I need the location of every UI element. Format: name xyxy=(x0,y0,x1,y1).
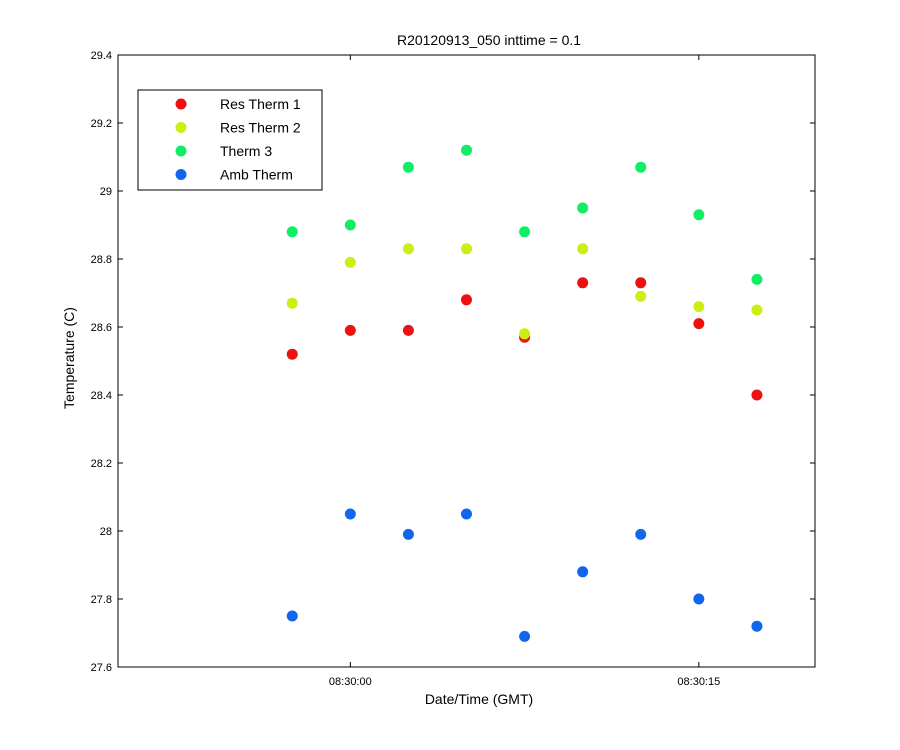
data-point xyxy=(402,528,414,540)
x-axis: 08:30:00 08:30:15 xyxy=(329,55,720,688)
legend-label: Res Therm 2 xyxy=(220,120,301,136)
data-point xyxy=(577,202,589,214)
data-point xyxy=(402,324,414,336)
y-tick-label: 28.4 xyxy=(91,390,112,402)
data-point xyxy=(635,528,647,540)
data-point xyxy=(577,243,589,255)
data-point xyxy=(461,243,472,255)
data-point xyxy=(751,304,763,316)
data-point xyxy=(344,219,356,231)
data-point xyxy=(344,324,356,336)
data-point xyxy=(286,348,298,360)
legend-marker xyxy=(175,122,187,133)
data-point xyxy=(751,620,763,632)
data-point xyxy=(635,161,647,173)
legend-marker xyxy=(175,169,187,180)
series-amb-therm xyxy=(286,508,763,642)
series-res-therm-2 xyxy=(286,243,763,340)
data-point xyxy=(519,226,531,238)
y-tick-label: 29 xyxy=(100,186,112,198)
y-tick-label: 29.4 xyxy=(91,50,112,62)
data-point xyxy=(286,226,298,238)
series-res-therm-1 xyxy=(286,277,763,401)
x-tick-label: 08:30:00 xyxy=(329,676,372,688)
data-point xyxy=(577,566,589,578)
x-tick-label: 08:30:15 xyxy=(677,676,720,688)
y-tick-label: 28.8 xyxy=(91,254,112,266)
legend-label: Res Therm 1 xyxy=(220,96,301,112)
legend-marker xyxy=(175,145,187,157)
data-point xyxy=(461,508,472,520)
y-tick-label: 27.8 xyxy=(91,594,112,606)
chart-title: R20120913_050 inttime = 0.1 xyxy=(397,32,581,48)
data-point xyxy=(693,318,705,330)
data-point xyxy=(751,389,763,401)
y-tick-label: 29.2 xyxy=(91,118,112,130)
data-point xyxy=(519,630,531,642)
data-point xyxy=(693,593,705,605)
y-axis-label: Temperature (C) xyxy=(61,307,77,409)
data-point xyxy=(344,508,356,520)
y-tick-label: 27.6 xyxy=(91,662,112,674)
data-point xyxy=(344,256,356,268)
data-point xyxy=(635,277,647,289)
y-tick-label: 28 xyxy=(100,526,112,538)
data-point xyxy=(693,209,705,221)
data-point xyxy=(635,290,647,302)
legend-box xyxy=(137,89,323,191)
data-point xyxy=(286,297,298,309)
legend-marker xyxy=(175,98,187,110)
y-axis: 27.6 27.8 28 28.2 28.4 28.6 28.8 29 29.2 29.4 xyxy=(91,50,815,674)
y-tick-label: 28.2 xyxy=(91,458,112,470)
data-point xyxy=(402,161,414,173)
x-axis-label: Date/Time (GMT) xyxy=(425,691,533,707)
legend-label: Amb Therm xyxy=(220,167,293,183)
legend: Res Therm 1 Res Therm 2 Therm 3 Amb Therm xyxy=(137,89,323,191)
legend-label: Therm 3 xyxy=(220,143,272,159)
data-point xyxy=(286,610,298,622)
data-point xyxy=(577,277,589,289)
data-point xyxy=(751,273,763,285)
data-point xyxy=(461,294,472,306)
data-points xyxy=(286,144,763,642)
data-point xyxy=(402,243,414,255)
data-point xyxy=(519,328,531,340)
series-therm-3 xyxy=(286,144,763,285)
data-point xyxy=(461,144,472,156)
y-tick-label: 28.6 xyxy=(91,322,112,334)
data-point xyxy=(693,301,705,313)
